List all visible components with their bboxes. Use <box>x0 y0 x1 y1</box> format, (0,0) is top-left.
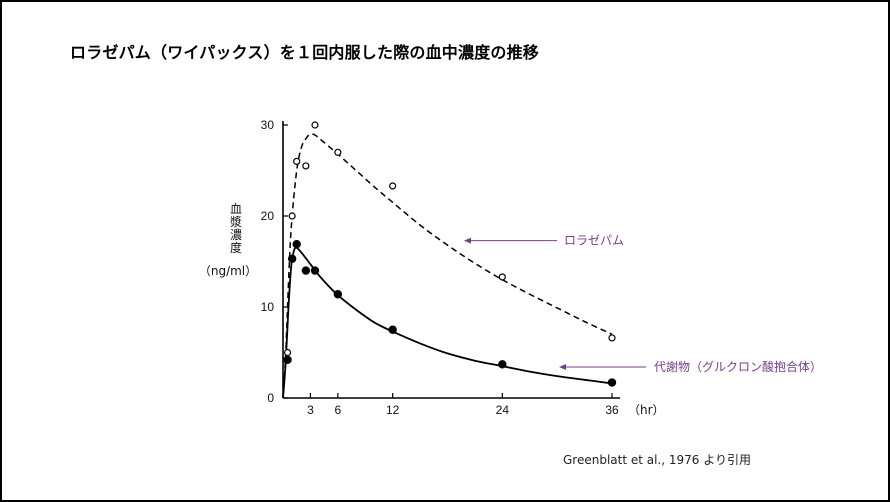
metabolite-data-point <box>388 325 397 334</box>
lorazepam-data-point <box>498 273 506 281</box>
chart-markers <box>283 121 617 387</box>
metabolite-data-point <box>283 355 292 364</box>
y-tick-label: 0 <box>267 391 274 405</box>
lorazepam-data-point <box>302 162 310 170</box>
metabolite-data-point <box>287 254 297 263</box>
x-tick-label: 36 <box>605 403 619 417</box>
chart-curves <box>282 133 613 399</box>
y-tick-label: 20 <box>261 209 275 223</box>
metabolite-data-point <box>607 378 617 387</box>
x-tick-label: 12 <box>386 403 400 417</box>
lorazepam-data-point <box>608 334 616 342</box>
y-axis-label-char: 濃 <box>230 228 242 242</box>
y-axis-label-char: 度 <box>230 240 242 255</box>
lorazepam-data-point <box>283 348 292 357</box>
metabolite-data-point <box>333 290 343 299</box>
x-axis-unit: （hr） <box>628 403 665 417</box>
metabolite-label: 代謝物（グルクロン酸抱合体） <box>654 359 822 374</box>
lorazepam-data-point <box>311 121 319 129</box>
metabolite-curve <box>282 246 613 399</box>
y-axis-unit: （ng/ml） <box>199 264 257 278</box>
y-tick-label: 30 <box>261 118 275 132</box>
metabolite-data-point <box>292 240 301 249</box>
page-title: ロラゼパム（ワイパックス）を１回内服した際の血中濃度の推移 <box>70 43 540 62</box>
x-tick-label: 24 <box>496 403 510 417</box>
metabolite-data-point <box>301 266 311 275</box>
x-tick-label: 6 <box>334 403 341 417</box>
metabolite-data-point <box>498 360 507 369</box>
citation: Greenblatt et al., 1976 より引用 <box>563 453 752 467</box>
lorazepam-curve <box>282 133 613 399</box>
y-axis-label-char: 漿 <box>230 214 242 229</box>
lorazepam-data-point <box>288 212 296 220</box>
lorazepam-data-point <box>389 182 397 190</box>
lorazepam-data-point <box>334 148 342 156</box>
lorazepam-label: ロラゼパム <box>564 234 624 248</box>
metabolite-data-point <box>310 266 320 275</box>
y-axis-label-char: 血 <box>230 202 242 216</box>
lorazepam-data-point <box>293 157 301 165</box>
x-tick-label: 3 <box>307 403 314 417</box>
y-tick-label: 10 <box>261 300 275 314</box>
